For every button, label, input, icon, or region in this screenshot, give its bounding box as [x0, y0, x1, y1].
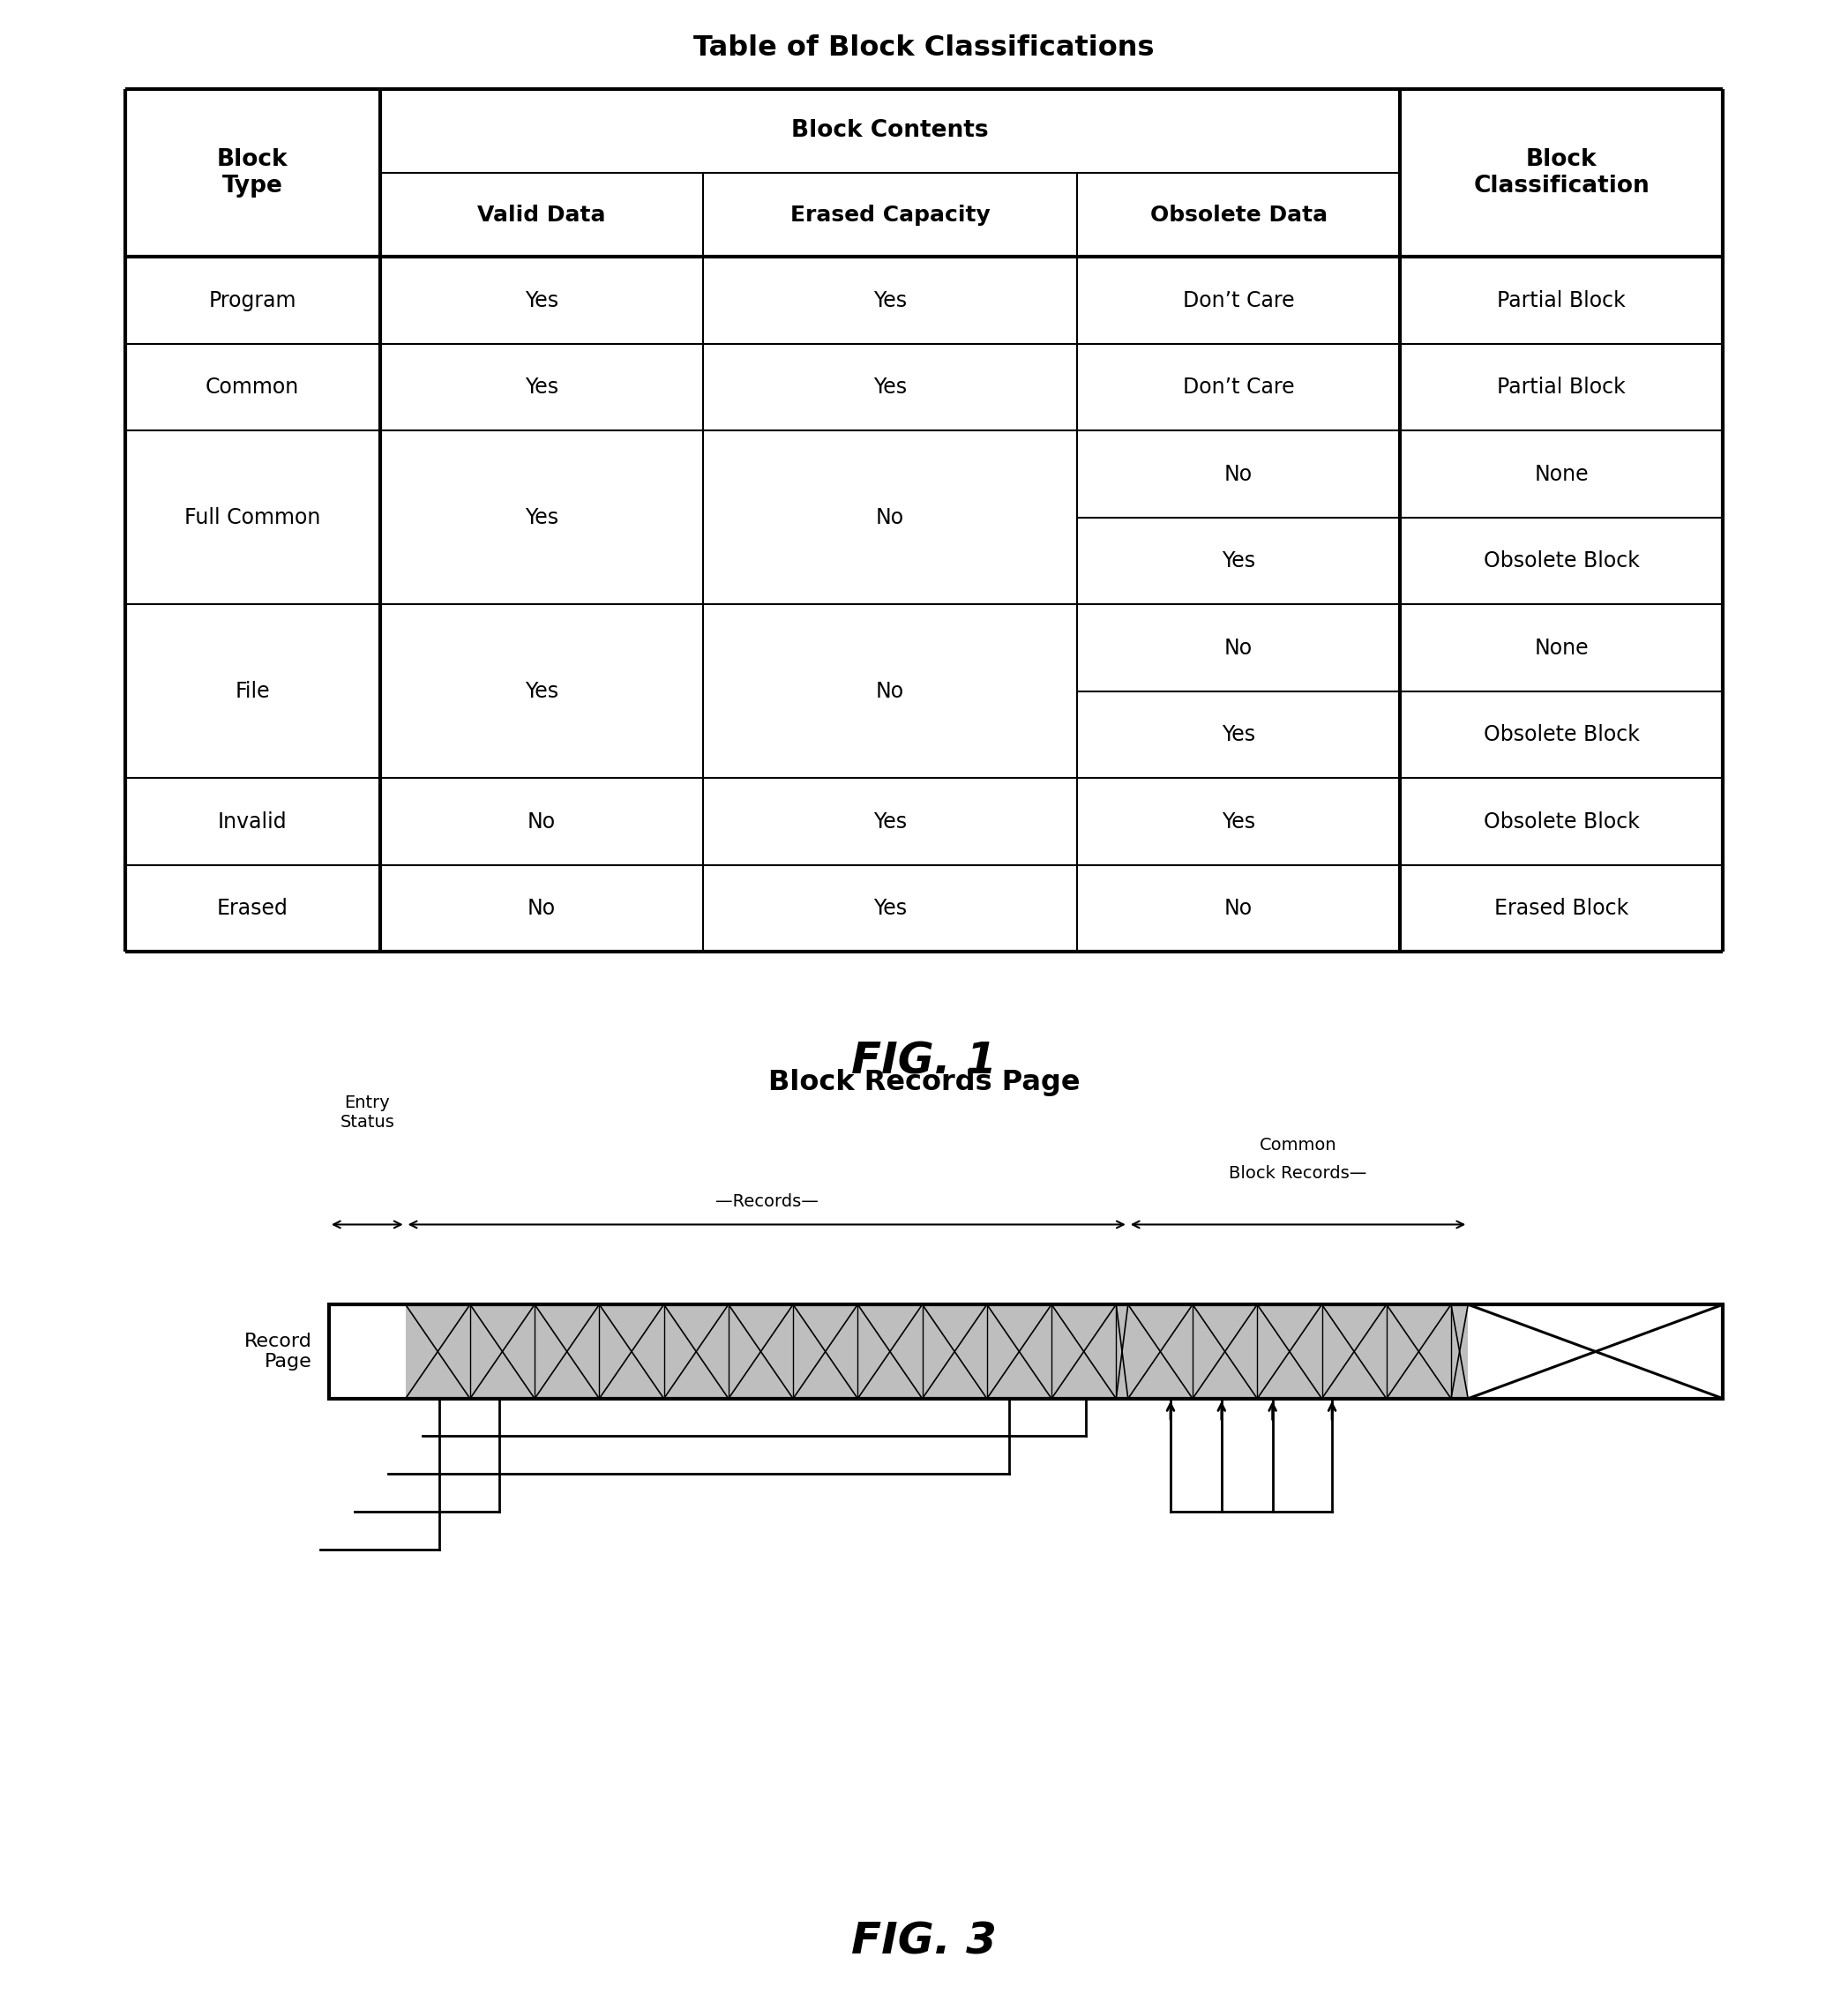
- Text: Program: Program: [209, 290, 296, 310]
- Text: Entry
Status: Entry Status: [340, 1095, 394, 1131]
- Text: No: No: [1225, 637, 1253, 659]
- Text: No: No: [876, 507, 904, 529]
- Text: Yes: Yes: [874, 899, 907, 919]
- Text: Block
Type: Block Type: [216, 148, 288, 198]
- Text: No: No: [876, 681, 904, 703]
- Text: Block Contents: Block Contents: [791, 120, 989, 142]
- Text: Full Common: Full Common: [185, 507, 320, 529]
- Text: Valid Data: Valid Data: [477, 204, 606, 226]
- Text: None: None: [1534, 637, 1589, 659]
- Text: FIG. 3: FIG. 3: [852, 1920, 996, 1964]
- Bar: [405, 1305, 1467, 1399]
- Text: No: No: [527, 811, 556, 833]
- Text: Yes: Yes: [525, 290, 558, 310]
- Text: Yes: Yes: [525, 507, 558, 529]
- Text: Erased Capacity: Erased Capacity: [789, 204, 991, 226]
- Text: Yes: Yes: [874, 811, 907, 833]
- Text: No: No: [1225, 464, 1253, 484]
- Text: Invalid: Invalid: [218, 811, 286, 833]
- Text: FIG. 1: FIG. 1: [852, 1041, 996, 1083]
- Text: Yes: Yes: [525, 376, 558, 398]
- Text: Yes: Yes: [1222, 811, 1255, 833]
- Text: No: No: [1225, 899, 1253, 919]
- Text: Yes: Yes: [525, 681, 558, 703]
- Text: Common: Common: [205, 376, 299, 398]
- Text: Don’t Care: Don’t Care: [1183, 290, 1294, 310]
- Text: None: None: [1534, 464, 1589, 484]
- Text: Erased Block: Erased Block: [1495, 899, 1628, 919]
- Text: Erased: Erased: [216, 899, 288, 919]
- Text: Don’t Care: Don’t Care: [1183, 376, 1294, 398]
- Text: Block
Classification: Block Classification: [1473, 148, 1650, 198]
- Text: Block Records Page: Block Records Page: [769, 1069, 1079, 1097]
- Text: Obsolete Data: Obsolete Data: [1149, 204, 1327, 226]
- Text: File: File: [235, 681, 270, 703]
- Text: Obsolete Block: Obsolete Block: [1484, 811, 1639, 833]
- Text: Yes: Yes: [874, 290, 907, 310]
- Text: Obsolete Block: Obsolete Block: [1484, 551, 1639, 573]
- Bar: [329, 1305, 1722, 1399]
- Text: Yes: Yes: [1222, 551, 1255, 573]
- Text: Obsolete Block: Obsolete Block: [1484, 725, 1639, 745]
- Text: Yes: Yes: [1222, 725, 1255, 745]
- Text: Yes: Yes: [874, 376, 907, 398]
- Text: —Records—: —Records—: [715, 1193, 819, 1211]
- Bar: [329, 1305, 405, 1399]
- Text: Partial Block: Partial Block: [1497, 376, 1626, 398]
- Text: No: No: [527, 899, 556, 919]
- Text: Record
Page: Record Page: [244, 1333, 312, 1371]
- Text: Common: Common: [1258, 1137, 1336, 1153]
- Text: Block Records—: Block Records—: [1229, 1165, 1368, 1181]
- Text: Table of Block Classifications: Table of Block Classifications: [693, 34, 1155, 62]
- Text: Partial Block: Partial Block: [1497, 290, 1626, 310]
- Bar: [1467, 1305, 1722, 1399]
